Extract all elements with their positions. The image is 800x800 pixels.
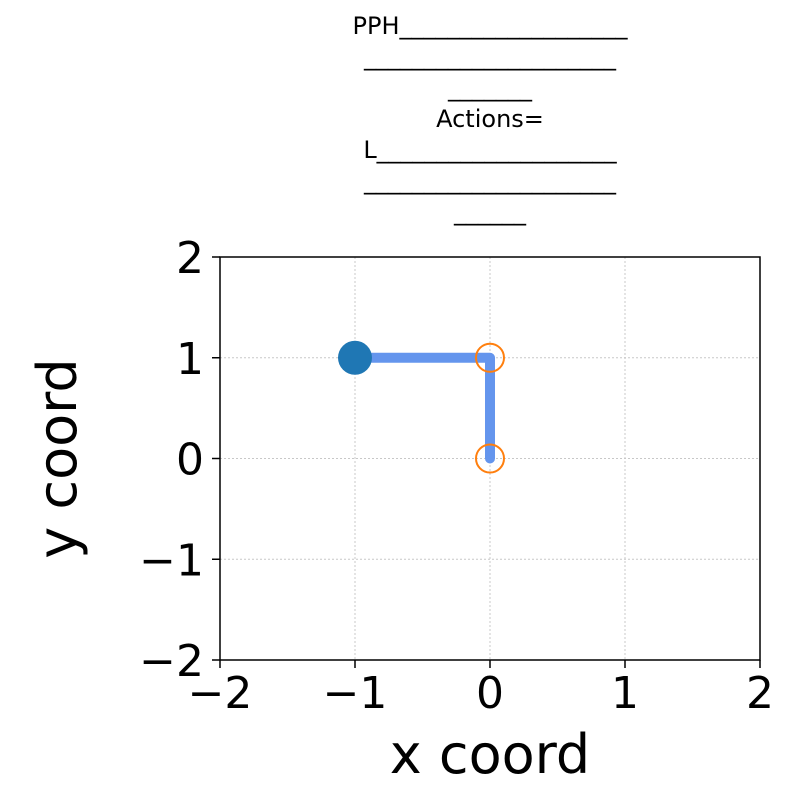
y-tick-label: −1: [139, 535, 204, 586]
title-line: _______: [447, 74, 533, 102]
waypoint-marker: [475, 443, 505, 474]
title-line: Actions=: [436, 105, 544, 133]
y-tick-label: −2: [139, 636, 204, 687]
y-tick-label: 2: [176, 233, 204, 284]
x-axis-label: x coord: [390, 723, 590, 786]
chart-title: PPH_____________________________________…: [353, 12, 629, 226]
title-line: ______: [453, 198, 527, 226]
x-tick-label: 0: [476, 668, 504, 719]
waypoint-marker: [475, 342, 505, 373]
y-axis-label: y coord: [26, 358, 89, 558]
x-tick-label: 2: [746, 668, 774, 719]
plot-data: [338, 340, 505, 474]
title-line: _____________________: [363, 43, 617, 71]
agent-position-marker: [338, 340, 372, 375]
x-tick-label: −1: [323, 668, 388, 719]
title-line: PPH___________________: [353, 12, 629, 40]
y-tick-label: 0: [176, 435, 204, 486]
trajectory-path: [350, 352, 495, 464]
x-tick-label: −2: [188, 668, 253, 719]
title-line: _____________________: [363, 167, 617, 195]
axis-ticks: −2 −1 0 1 2 −2 −1 0 1 2: [139, 233, 774, 719]
x-tick-label: 1: [611, 668, 639, 719]
title-line: L____________________: [363, 136, 617, 164]
y-tick-label: 1: [176, 334, 204, 385]
